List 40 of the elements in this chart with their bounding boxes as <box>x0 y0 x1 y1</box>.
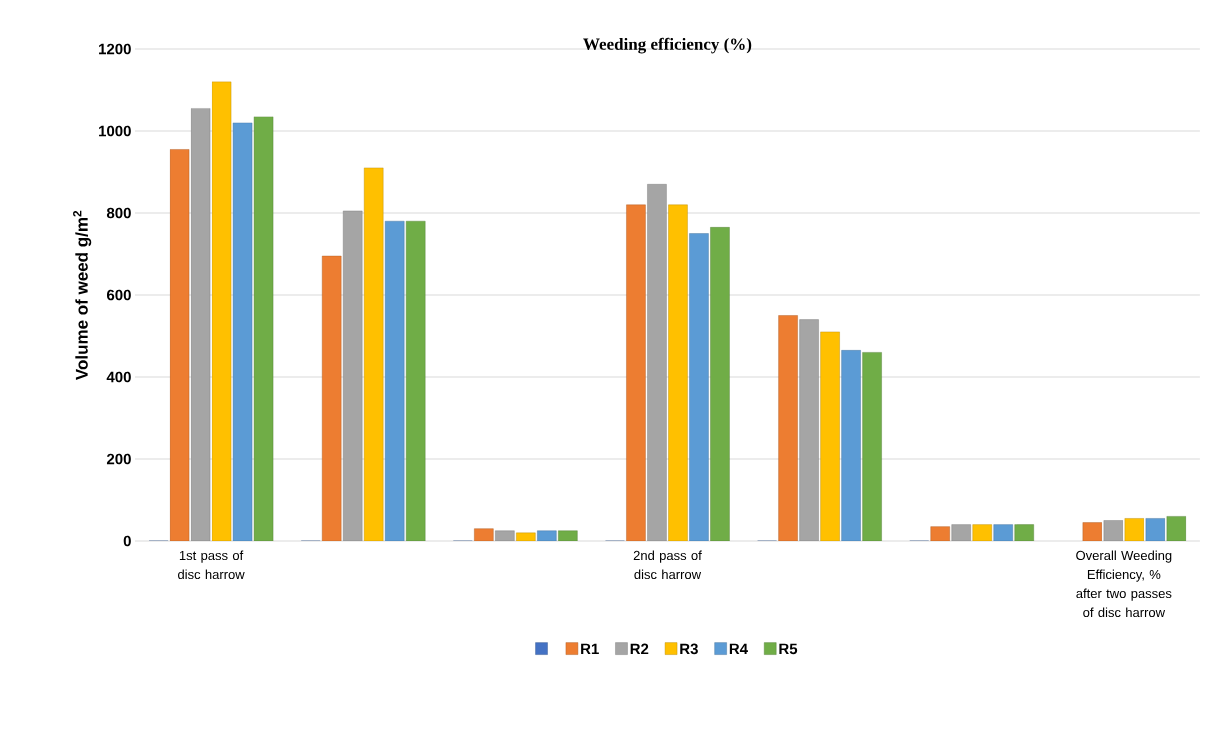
bar <box>364 167 384 541</box>
bar <box>474 528 494 541</box>
chart-title: Weeding efficiency (%) <box>583 37 752 54</box>
bar <box>647 184 667 541</box>
bar <box>322 255 342 541</box>
bar <box>972 524 992 541</box>
bar <box>710 227 730 541</box>
y-tick-label: 200 <box>106 453 131 465</box>
legend-label: R5 <box>779 643 798 655</box>
bar <box>406 221 426 541</box>
bar <box>211 81 232 541</box>
y-tick-label: 400 <box>106 371 131 383</box>
bar <box>930 526 950 541</box>
bar <box>516 532 536 541</box>
x-tick-label: 2nd pass of disc harrow <box>633 550 702 580</box>
y-tick-label: 1000 <box>99 125 131 137</box>
bar <box>169 149 190 541</box>
bar <box>820 331 840 541</box>
bar <box>689 233 709 541</box>
legend-label: R4 <box>729 643 748 654</box>
y-tick-label: 1200 <box>99 43 131 55</box>
bar <box>799 319 819 541</box>
legend-label: R2 <box>630 643 649 655</box>
y-tick-label: 600 <box>106 289 131 301</box>
bar <box>1082 522 1103 541</box>
y-tick-label: 800 <box>106 207 131 219</box>
bar <box>668 204 688 541</box>
bar <box>778 315 798 541</box>
bar <box>626 204 646 541</box>
legend-label: R1 <box>581 643 599 654</box>
y-tick-label: 0 <box>123 535 131 547</box>
bar <box>841 350 861 541</box>
legend-label: R3 <box>680 643 698 655</box>
x-tick-label: 1st pass of disc harrow <box>178 550 245 580</box>
y-axis-title: Volume of weed g/m$^{2}$ <box>73 210 92 380</box>
bar <box>385 221 405 541</box>
bar <box>343 210 363 541</box>
bar <box>862 352 882 541</box>
x-tick-label: Overall Weeding Efficiency, % after two passes of disc harrow <box>1076 550 1172 618</box>
bar <box>1124 518 1145 541</box>
